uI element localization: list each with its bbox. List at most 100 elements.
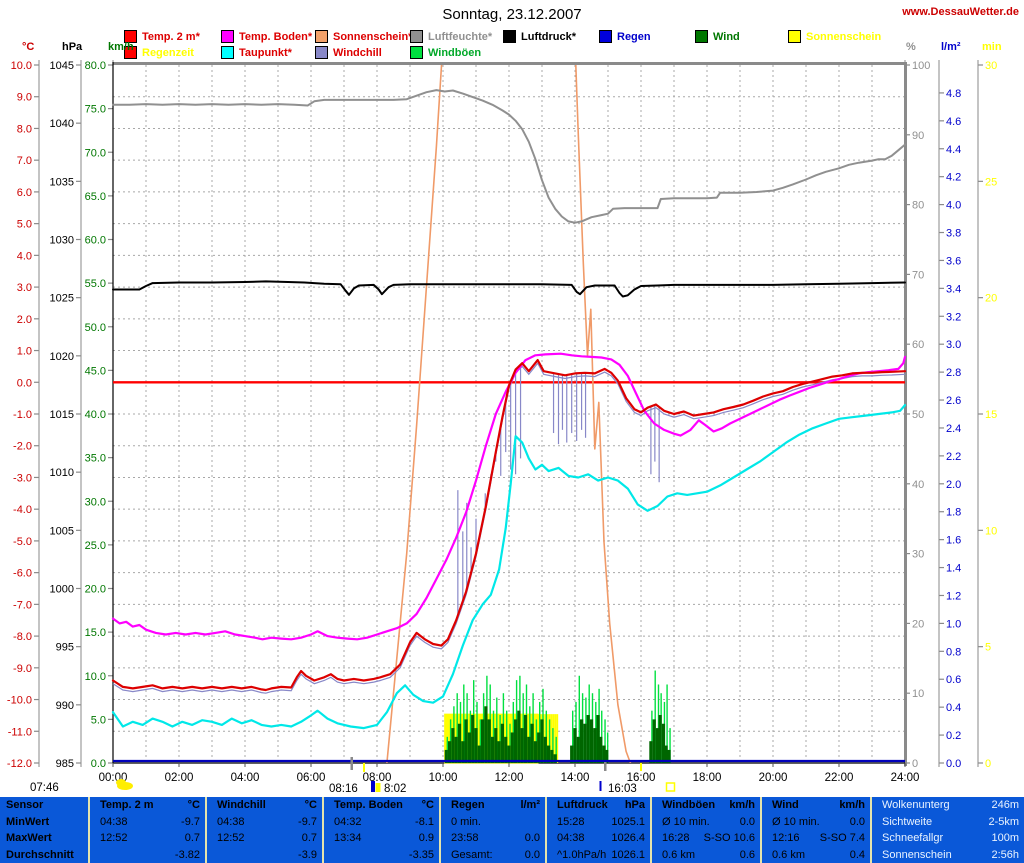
cell-value: -3.9 xyxy=(298,848,317,861)
cell-label: Wind xyxy=(772,799,799,812)
legend-item-row1-2: Sonnenschein* xyxy=(315,30,412,43)
svg-text:07:46: 07:46 xyxy=(30,782,59,794)
svg-text:0.0: 0.0 xyxy=(946,758,961,770)
svg-text:80.0: 80.0 xyxy=(85,60,106,72)
svg-text:3.0: 3.0 xyxy=(946,339,961,351)
cell-label: Regen xyxy=(451,799,485,812)
cell-label: Luftdruck xyxy=(557,799,608,812)
cell-label: 12:16 xyxy=(772,832,800,845)
cell-value: -9.7 xyxy=(181,815,200,828)
svg-text:4.8: 4.8 xyxy=(946,88,961,100)
svg-text:4.2: 4.2 xyxy=(946,172,961,184)
cell-label: 12:52 xyxy=(100,832,128,845)
table-cell: Temp. Boden °C xyxy=(324,797,439,814)
table-cell: Temp. 2 m °C xyxy=(90,797,205,814)
table-col-windboeen: Windböen km/h Ø 10 min. 0.0 16:28 S-SO 10.6 0.… xyxy=(650,797,760,863)
svg-text:0.4: 0.4 xyxy=(946,702,961,714)
svg-text:65.0: 65.0 xyxy=(85,191,106,203)
legend-item-row1-1: Temp. Boden* xyxy=(221,30,312,43)
svg-text:1.2: 1.2 xyxy=(946,590,961,602)
cell-value: 0.7 xyxy=(301,832,317,845)
table-col-regen: Regen l/m² 0 min. 23:58 0.0 Gesamt: 0.0 xyxy=(439,797,545,863)
table-cell: 0.6 km 0.6 xyxy=(652,847,760,863)
svg-text:-11.0: -11.0 xyxy=(8,726,32,738)
cell-label: 23:58 xyxy=(451,832,479,845)
axis-header-c: °C xyxy=(22,41,35,53)
axis-c: 10.0 9.0 8.0 7.0 6.0 5.0 4.0 3.0 2.0 1.0 0.0 -1.0 -2… xyxy=(7,60,40,770)
axis-header-lm2: l/m² xyxy=(941,41,961,53)
table-cell: -3.35 xyxy=(324,847,439,863)
svg-text:6.0: 6.0 xyxy=(17,187,32,199)
svg-text:08:00: 08:00 xyxy=(363,772,392,784)
cell-value: -9.7 xyxy=(298,815,317,828)
svg-text:20:00: 20:00 xyxy=(759,772,788,784)
legend-swatch xyxy=(221,46,234,59)
svg-text:40.0: 40.0 xyxy=(85,409,106,421)
legend-item-row2-1: Taupunkt* xyxy=(221,46,292,59)
svg-text:60: 60 xyxy=(912,339,924,351)
legend-swatch xyxy=(410,46,423,59)
svg-text:90: 90 xyxy=(912,130,924,142)
table-cell: Sonnenschein 2:56h xyxy=(872,847,1024,863)
svg-text:4.0: 4.0 xyxy=(946,200,961,212)
svg-text:18:00: 18:00 xyxy=(693,772,722,784)
cell-value: 0.4 xyxy=(849,848,865,861)
legend-label: Regenzeit xyxy=(142,46,194,59)
axis-header-p: hPa xyxy=(62,41,83,53)
series-temp-2m xyxy=(111,359,907,692)
series-luftdruck xyxy=(112,280,906,298)
sun-annotations: 07:46 08:16 8:02 16:03 xyxy=(30,757,676,795)
svg-text:04:00: 04:00 xyxy=(231,772,260,784)
legend-swatch xyxy=(221,30,234,43)
svg-text:1045: 1045 xyxy=(50,60,74,72)
svg-text:60.0: 60.0 xyxy=(85,235,106,247)
svg-text:35.0: 35.0 xyxy=(85,453,106,465)
cell-label: Temp. 2 m xyxy=(100,799,154,812)
x-axis-labels: 00:00 02:00 04:00 06:00 08:00 10:00 12:00 14:00… xyxy=(99,763,919,784)
svg-text:-5.0: -5.0 xyxy=(13,536,32,548)
gridlines xyxy=(113,65,905,763)
site-link[interactable]: www.DessauWetter.de xyxy=(902,6,1019,18)
cell-label: Temp. Boden xyxy=(334,799,403,812)
legend-label: Luftdruck* xyxy=(521,30,576,43)
svg-text:12:00: 12:00 xyxy=(495,772,524,784)
table-cell: Schneefallgr 100m xyxy=(872,830,1024,847)
table-col-wind: Wind km/h Ø 10 min. 0.0 12:16 S-SO 7.4 0.6 km 0… xyxy=(760,797,870,863)
series-taupunkt xyxy=(111,404,907,730)
cell-value: °C xyxy=(304,799,317,812)
svg-text:1035: 1035 xyxy=(50,176,74,188)
table-cell: 13:34 0.9 xyxy=(324,830,439,847)
legend-swatch xyxy=(599,30,612,43)
svg-text:-1.0: -1.0 xyxy=(13,409,32,421)
svg-text:14:00: 14:00 xyxy=(561,772,590,784)
svg-text:0.0: 0.0 xyxy=(91,758,106,770)
svg-text:1005: 1005 xyxy=(50,525,74,537)
cell-value: S-SO 7.4 xyxy=(819,832,865,845)
cell-value: -3.35 xyxy=(408,848,434,861)
stats-table: Sensor MinWert MaxWert Durchschnitt Temp. 2 … xyxy=(0,797,1024,863)
cell-value: S-SO 10.6 xyxy=(703,832,755,845)
svg-text:10.0: 10.0 xyxy=(11,60,32,72)
legend-label: Luftfeuchte* xyxy=(428,30,493,43)
svg-text:45.0: 45.0 xyxy=(85,365,106,377)
svg-text:1000: 1000 xyxy=(50,584,74,596)
svg-text:5.0: 5.0 xyxy=(17,219,32,231)
svg-text:-4.0: -4.0 xyxy=(13,504,32,516)
table-cell: -3.82 xyxy=(90,847,205,863)
cell-label: Sensor xyxy=(6,799,44,812)
legend-label: Temp. Boden* xyxy=(239,30,313,43)
cell-label: Sonnenschein xyxy=(882,848,952,861)
svg-text:2.0: 2.0 xyxy=(946,479,961,491)
legend-swatch xyxy=(788,30,801,43)
legend-swatch xyxy=(315,46,328,59)
table-cell: MaxWert xyxy=(0,830,88,847)
svg-text:5.0: 5.0 xyxy=(91,714,106,726)
sunrise-icon xyxy=(371,781,375,792)
table-cell: Luftdruck hPa xyxy=(547,797,650,814)
cell-label: 12:52 xyxy=(217,832,245,845)
table-cell: Durchschnitt xyxy=(0,847,88,863)
table-cell: -3.9 xyxy=(207,847,322,863)
svg-text:30: 30 xyxy=(985,60,997,72)
cell-label: Windböen xyxy=(662,799,716,812)
